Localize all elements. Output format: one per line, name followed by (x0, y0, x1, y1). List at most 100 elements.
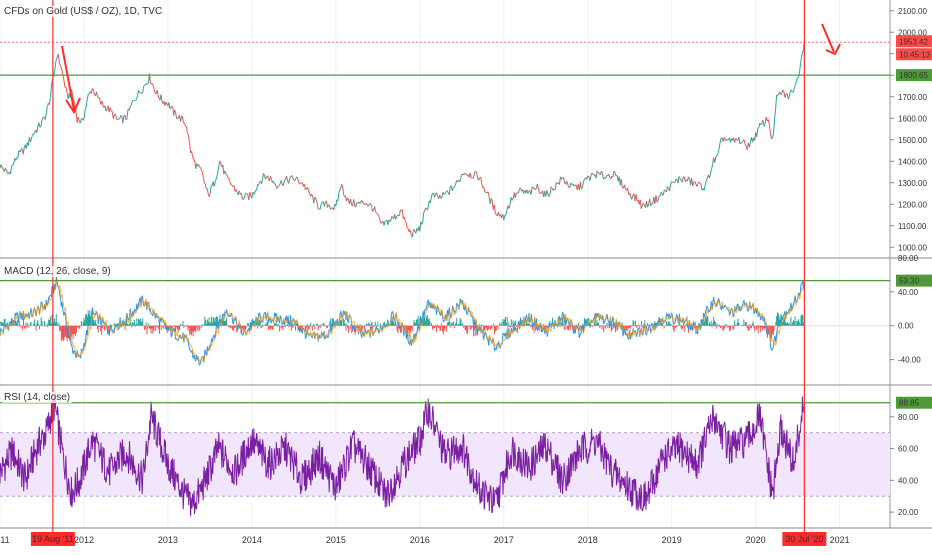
price-segment (190, 143, 191, 153)
price-segment (199, 165, 200, 167)
macd-tick-label-3: -40.00 (898, 356, 921, 365)
price-segment (202, 173, 203, 178)
price-segment (455, 181, 456, 185)
price-segment (402, 209, 403, 218)
price-segment (561, 178, 562, 180)
price-segment (442, 192, 443, 198)
price-segment (801, 55, 802, 61)
price-segment (582, 181, 583, 187)
price-segment (259, 182, 260, 185)
price-segment (59, 63, 60, 66)
price-segment (437, 193, 438, 196)
price-segment (528, 191, 529, 193)
price-segment (225, 171, 226, 174)
price-segment (20, 150, 21, 152)
price-segment (764, 124, 765, 127)
price-segment (802, 52, 803, 56)
price-segment (404, 217, 405, 221)
price-segment (423, 213, 424, 223)
last-price-label: 1953.42 (899, 37, 928, 46)
price-segment (373, 209, 374, 211)
price-segment (153, 86, 154, 89)
price-segment (87, 94, 88, 99)
price-segment (308, 187, 309, 190)
price-segment (745, 144, 746, 146)
price-segment (705, 180, 706, 184)
price-segment (506, 210, 507, 215)
price-segment (236, 189, 237, 192)
price-segment (799, 70, 800, 77)
price-segment (454, 185, 455, 187)
price-segment (158, 95, 159, 98)
price-segment (783, 90, 784, 92)
price-segment (460, 180, 461, 181)
resistance-label: 1800.65 (899, 71, 928, 80)
price-segment (339, 190, 340, 193)
price-segment (178, 118, 179, 119)
price-segment (720, 138, 721, 143)
price-segment (6, 170, 7, 173)
price-segment (50, 85, 51, 97)
price-segment (230, 182, 231, 185)
price-segment (214, 182, 215, 186)
price-segment (1, 165, 2, 168)
price-segment (5, 168, 6, 170)
price-segment (482, 183, 483, 187)
price-segment (452, 188, 453, 191)
price-segment (785, 94, 786, 98)
rsi-tick-label-2: 40.00 (898, 476, 919, 485)
price-segment (440, 195, 441, 198)
price-segment (695, 181, 696, 184)
price-segment (769, 124, 770, 133)
price-segment (410, 230, 411, 235)
x-tick-label-2: 2013 (158, 535, 178, 545)
price-segment (152, 84, 153, 87)
macd-tick-label-1: 40.00 (898, 288, 919, 297)
price-segment (724, 137, 725, 140)
price-segment (726, 139, 727, 140)
price-segment (781, 93, 782, 95)
price-segment (194, 159, 195, 161)
price-segment (366, 203, 367, 205)
price-segment (475, 171, 476, 172)
price-segment (445, 191, 446, 194)
price-segment (494, 205, 495, 213)
price-segment (55, 61, 56, 69)
price-segment (139, 90, 140, 93)
price-segment (2, 167, 3, 169)
price-segment (632, 196, 633, 200)
price-segment (399, 210, 400, 215)
price-segment (488, 192, 489, 197)
price-segment (175, 110, 176, 113)
price-segment (615, 173, 616, 176)
price-tick-label-2: 1200.00 (898, 200, 927, 209)
price-segment (759, 123, 760, 128)
price-tick-label-4: 1400.00 (898, 157, 927, 166)
price-segment (186, 127, 187, 134)
countdown-label: 10:45:13 (899, 50, 931, 59)
price-segment (406, 223, 407, 228)
price-segment (188, 136, 189, 143)
price-segment (320, 204, 321, 209)
price-segment (318, 208, 319, 209)
price-segment (675, 179, 676, 182)
price-segment (538, 188, 539, 193)
price-segment (602, 173, 603, 179)
price-segment (424, 211, 425, 213)
price-segment (176, 113, 177, 119)
price-segment (223, 165, 224, 175)
price-segment (621, 179, 622, 188)
price-segment (227, 174, 228, 177)
price-segment (706, 178, 707, 180)
rsi-tick-label-1: 60.00 (898, 445, 919, 454)
price-segment (265, 178, 266, 180)
price-segment (86, 99, 87, 106)
rsi-tick-label-3: 20.00 (898, 508, 919, 517)
price-segment (243, 197, 244, 200)
price-segment (735, 139, 736, 143)
price-segment (711, 169, 712, 173)
price-segment (535, 189, 536, 190)
price-segment (185, 126, 186, 127)
price-segment (551, 187, 552, 188)
